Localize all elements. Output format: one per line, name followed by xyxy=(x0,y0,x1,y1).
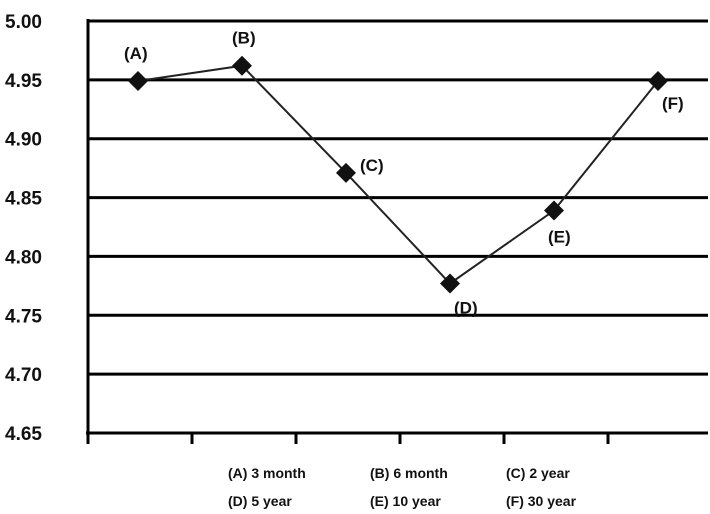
legend-entry: (C) 2 year xyxy=(506,465,570,481)
data-point-marker xyxy=(544,200,564,221)
y-axis: 5.00 4.95 4.90 4.85 4.80 4.75 4.70 4.65 xyxy=(5,12,90,445)
data-point-label: (E) xyxy=(548,228,571,247)
y-tick-label: 4.70 xyxy=(5,365,42,386)
y-tick-label: 4.95 xyxy=(5,71,42,92)
y-tick-label: 4.85 xyxy=(5,189,42,210)
data-point-label: (C) xyxy=(360,156,384,175)
data-point-marker xyxy=(232,55,252,76)
data-point-marker xyxy=(336,162,356,183)
gridlines xyxy=(88,19,708,376)
legend-entry: (A) 3 month xyxy=(228,465,306,481)
data-point-label: (D) xyxy=(454,299,478,318)
legend-entry: (B) 6 month xyxy=(370,465,448,481)
y-tick-label: 5.00 xyxy=(5,12,42,33)
series-line xyxy=(137,64,659,285)
legend: (A) 3 month (B) 6 month (C) 2 year (D) 5 ye… xyxy=(228,465,577,509)
legend-entry: (F) 30 year xyxy=(506,493,577,509)
data-point-label: (F) xyxy=(662,94,684,113)
x-axis xyxy=(86,431,708,444)
legend-entry: (E) 10 year xyxy=(370,493,441,509)
y-tick-label: 4.90 xyxy=(5,130,42,151)
data-point-label: (A) xyxy=(124,44,148,63)
data-series: (A) (B) (C) (D) (E) (F) xyxy=(124,29,684,318)
y-tick-label: 4.65 xyxy=(5,424,42,445)
y-tick-label: 4.75 xyxy=(5,306,42,327)
data-point-marker xyxy=(128,71,148,92)
data-point-label: (B) xyxy=(232,29,256,48)
legend-entry: (D) 5 year xyxy=(228,493,292,509)
data-point-marker xyxy=(440,273,460,294)
data-point-marker xyxy=(648,71,668,92)
y-tick-label: 4.80 xyxy=(5,247,42,268)
